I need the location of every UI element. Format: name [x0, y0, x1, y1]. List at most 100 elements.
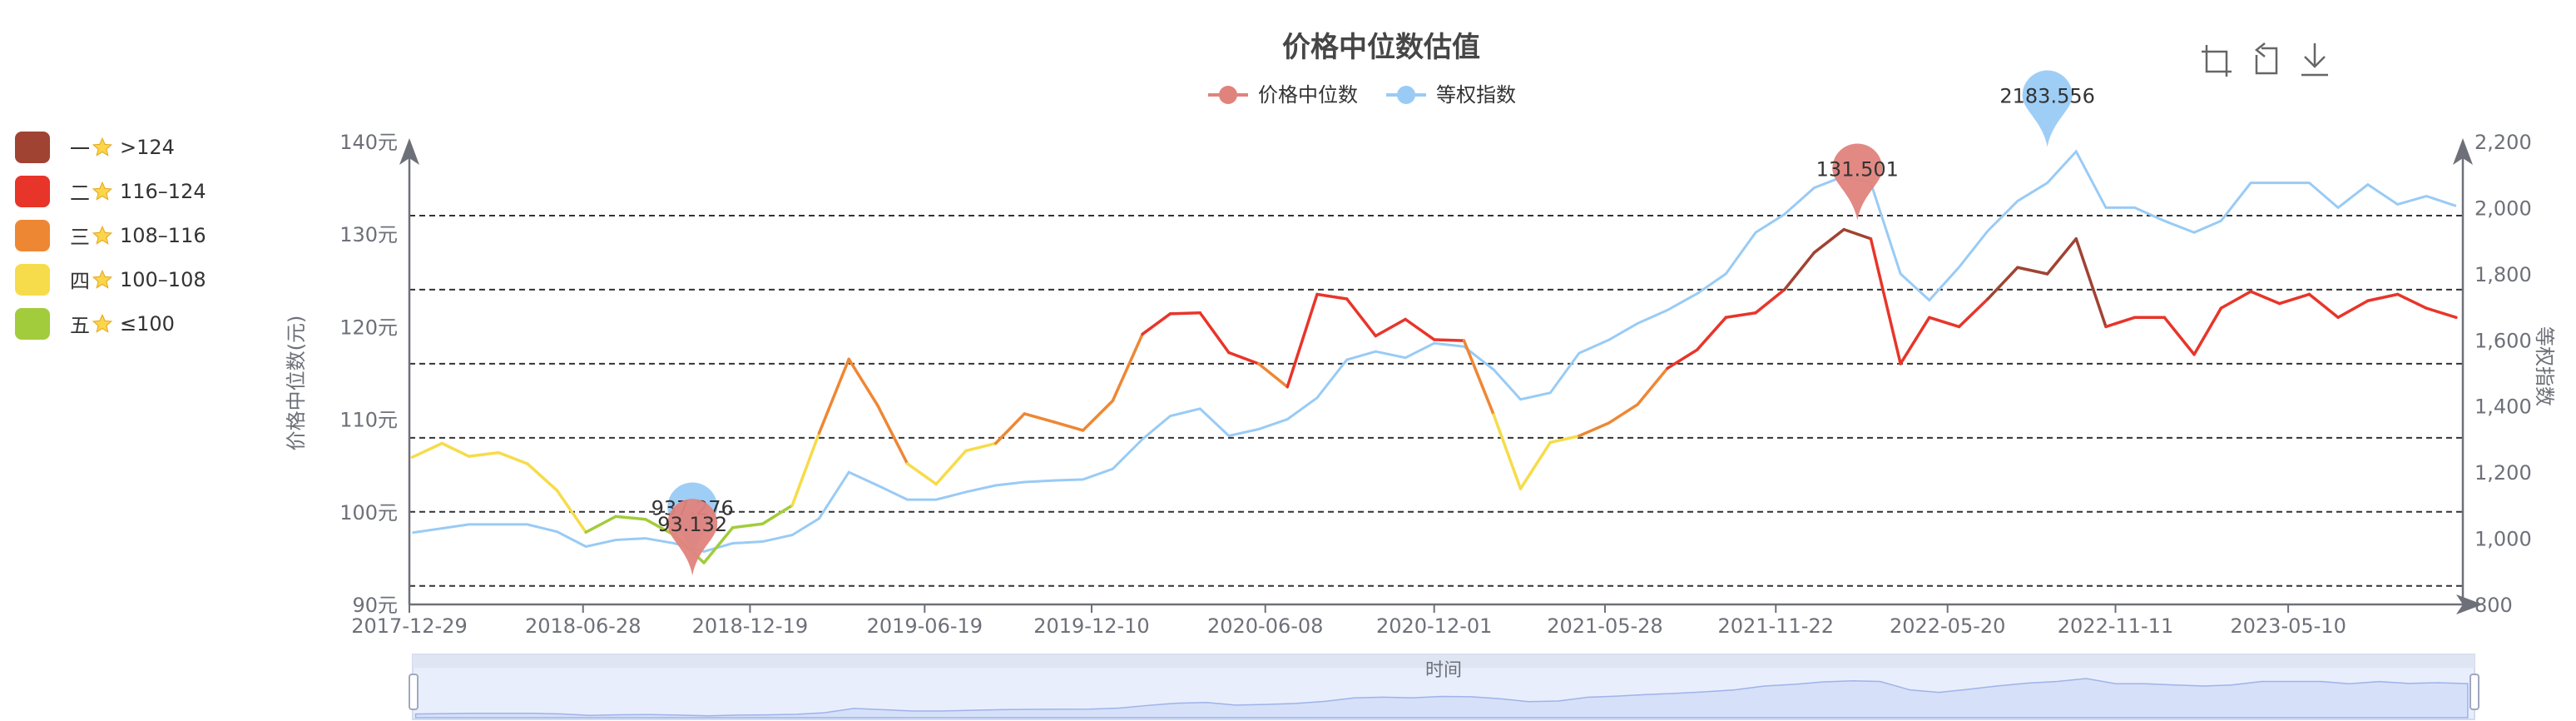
data-zoom-icon[interactable] — [2197, 42, 2233, 78]
series-segment-price-median — [731, 522, 765, 530]
y-tick-label-left: 90元 — [352, 594, 398, 617]
series-segment-price-median — [817, 357, 850, 435]
restore-icon[interactable] — [2247, 42, 2283, 78]
level-label: 三 108–116 — [70, 221, 206, 250]
series-segment-price-median — [2277, 292, 2311, 306]
y-tick-label-left: 110元 — [339, 409, 398, 432]
series-segment-price-median — [934, 449, 968, 486]
valuation-level-legend: 一 >124 二 116–124 三 108–116 四 100–108 五 — [15, 125, 206, 346]
datazoom-preview-area — [414, 678, 2469, 719]
level-label: 一 >124 — [70, 132, 175, 162]
level-label: 四 100–108 — [70, 265, 206, 294]
y-tick-label-right: 2,000 — [2474, 196, 2532, 220]
toolbox — [2197, 42, 2333, 78]
legend-marker — [1397, 86, 1415, 104]
series-segment-price-median — [2249, 290, 2281, 306]
series-segment-price-median — [1636, 366, 1669, 406]
series-segment-price-median — [584, 515, 617, 535]
datazoom-right-handle[interactable] — [2469, 674, 2479, 710]
series-segment-price-median — [410, 441, 443, 459]
star-icon — [92, 181, 113, 201]
series-segment-price-median — [2336, 299, 2370, 320]
series-segment-price-median — [440, 441, 471, 458]
series-segment-price-median — [643, 517, 676, 537]
series-segment-price-median — [1053, 420, 1085, 432]
y-axis-left-arrow — [399, 138, 419, 165]
series-segment-price-median — [2307, 292, 2340, 320]
series-segment-price-median — [1404, 317, 1436, 341]
y-tick-label-right: 1,600 — [2474, 329, 2532, 352]
series-segment-price-median — [2395, 292, 2428, 310]
y-tick-label-left: 120元 — [339, 316, 398, 339]
series-segment-price-median — [1256, 362, 1289, 389]
level-range: ≤100 — [120, 311, 175, 336]
x-tick-label: 2019-12-10 — [1033, 614, 1149, 638]
legend-label: 价格中位数 — [1258, 83, 1358, 107]
series-segment-price-median — [790, 431, 821, 507]
x-tick-label: 2020-06-08 — [1207, 614, 1323, 638]
series-segment-price-median — [2016, 266, 2049, 276]
x-tick-label: 2019-06-19 — [867, 614, 983, 638]
series-segment-price-median — [1141, 312, 1172, 336]
legend-item-price-median[interactable]: 价格中位数 — [1208, 83, 1358, 107]
valuation-level-item[interactable]: 五 ≤100 — [15, 301, 206, 346]
mark-point-label: 93.132 — [657, 513, 727, 536]
series-segment-price-median — [1492, 413, 1523, 490]
y-axis-right-title: 等权指数 — [2533, 326, 2556, 406]
datazoom-label: 时间 — [1425, 660, 1462, 681]
y-tick-label-right: 1,000 — [2474, 528, 2532, 551]
series-segment-price-median — [760, 504, 794, 526]
download-icon[interactable] — [2296, 42, 2333, 78]
series-segment-price-median — [2219, 290, 2252, 310]
star-icon — [92, 313, 113, 333]
level-rank: 四 — [70, 270, 90, 293]
mark-point-pin — [2022, 70, 2073, 147]
series-segment-price-median — [905, 462, 938, 486]
series-segment-price-median — [964, 441, 998, 453]
y-tick-label-left: 130元 — [339, 223, 398, 246]
valuation-level-item[interactable]: 二 116–124 — [15, 169, 206, 213]
x-tick-label: 2018-06-28 — [525, 614, 641, 638]
series-segment-price-median — [993, 412, 1026, 445]
series-line-equal-weight-index — [412, 149, 2457, 554]
level-rank: 三 — [70, 226, 90, 249]
star-icon — [92, 269, 113, 289]
valuation-level-item[interactable]: 三 108–116 — [15, 213, 206, 257]
level-color-swatch — [15, 263, 50, 296]
series-segment-price-median — [1754, 288, 1786, 315]
series-segment-price-median — [1607, 403, 1639, 425]
series-segment-price-median — [1578, 421, 1611, 438]
valuation-level-item[interactable]: 一 >124 — [15, 125, 206, 169]
valuation-level-item[interactable]: 四 100–108 — [15, 257, 206, 301]
level-label: 五 ≤100 — [70, 309, 175, 338]
y-tick-label-right: 1,200 — [2474, 461, 2532, 485]
series-segment-price-median — [1168, 311, 1202, 316]
series-segment-price-median — [1315, 292, 1349, 301]
series-segment-price-median — [1227, 351, 1261, 365]
level-color-swatch — [15, 131, 50, 163]
series-segment-price-median — [2045, 237, 2078, 276]
mark-point-label: 131.501 — [1816, 158, 1899, 181]
x-tick-label: 2023-05-10 — [2230, 614, 2346, 638]
series-segment-price-median — [1899, 316, 1931, 365]
y-tick-label-left: 100元 — [339, 501, 398, 525]
x-axis-arrow — [2456, 594, 2483, 614]
series-segment-price-median — [1081, 399, 1115, 432]
legend-item-equal-weight-index[interactable]: 等权指数 — [1386, 83, 1516, 107]
series-segment-price-median — [1928, 316, 1961, 329]
series-segment-price-median — [1432, 338, 1466, 342]
series-segment-price-median — [555, 489, 587, 535]
series-segment-price-median — [1724, 311, 1757, 320]
x-tick-label: 2020-12-01 — [1376, 614, 1492, 638]
datazoom-move-handle[interactable] — [413, 654, 2474, 668]
series-segment-price-median — [1518, 440, 1552, 490]
datazoom-slider[interactable]: 时间 — [409, 654, 2479, 720]
level-rank: 一 — [70, 137, 90, 161]
series-segment-price-median — [2104, 316, 2137, 329]
y-tick-label-right: 1,800 — [2474, 263, 2532, 286]
level-rank: 五 — [70, 314, 90, 337]
datazoom-left-handle[interactable] — [409, 674, 419, 710]
level-color-swatch — [15, 219, 50, 251]
y-axis-left-title: 价格中位数(元) — [285, 316, 308, 451]
x-tick-label: 2021-11-22 — [1718, 614, 1834, 638]
